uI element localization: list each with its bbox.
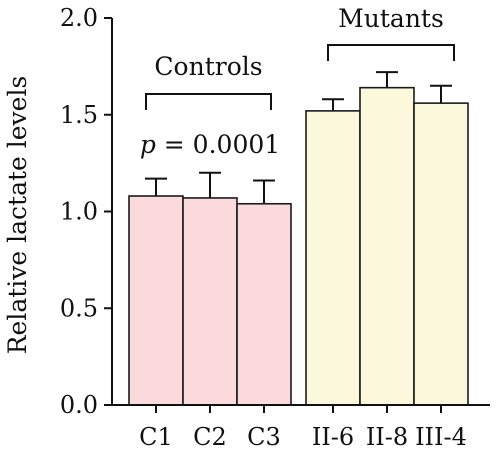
y-tick-label: 0.0 [60,391,98,419]
group-bracket [145,93,272,110]
bar [128,195,184,406]
x-tick-label: C1 [139,423,173,451]
x-tick-label: II-6 [312,423,354,451]
group-label: Mutants [338,4,444,33]
bar [305,110,361,406]
p-value-annotation: p = 0.0001 [140,130,280,159]
x-axis-ticks: C1 C2 C3 II-6 II-8 III-4 [139,405,467,451]
p-symbol: p [140,130,156,159]
y-axis-label: Relative lactate levels [3,76,32,355]
bar [182,197,238,406]
y-tick-label: 0.5 [60,294,98,322]
y-tick-label: 1.5 [60,101,98,129]
p-value-text: = 0.0001 [156,130,280,159]
x-tick-label: II-8 [366,423,408,451]
x-tick-label: III-4 [415,423,467,451]
bar [359,86,415,406]
x-tick-label: C2 [193,423,227,451]
y-axis-ticks: 0.0 0.5 1.0 1.5 2.0 [60,4,112,419]
bars-layer [128,71,469,406]
x-tick-label: C3 [247,423,281,451]
group-brackets: Controls Mutants [145,4,455,110]
group-bracket [327,44,455,61]
bar [413,102,469,406]
y-tick-label: 2.0 [60,4,98,32]
bar [236,202,292,406]
y-tick-label: 1.0 [60,198,98,226]
group-label: Controls [154,52,262,81]
